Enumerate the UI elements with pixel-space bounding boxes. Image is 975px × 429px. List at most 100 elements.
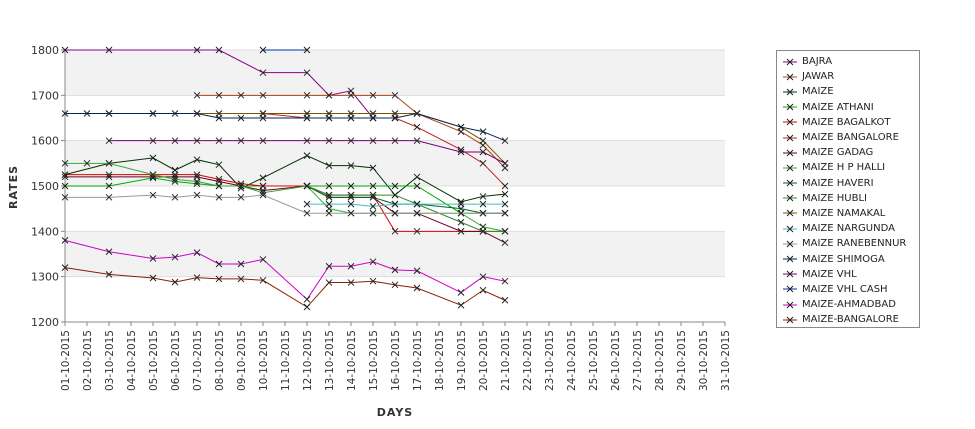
- legend-label: MAIZE HUBLI: [802, 192, 867, 204]
- data-point-marker: [325, 209, 333, 217]
- data-point-marker: [105, 137, 113, 145]
- x-tick-label: 21-10-2015: [500, 330, 512, 391]
- data-point-marker: [325, 182, 333, 190]
- data-point-marker: [479, 200, 487, 208]
- data-point-marker: [347, 191, 355, 199]
- legend-marker-icon: [781, 315, 801, 325]
- data-point-marker: [61, 182, 69, 190]
- x-tick-label: 27-10-2015: [632, 330, 644, 391]
- data-point-marker: [105, 110, 113, 117]
- data-point-marker: [325, 191, 333, 199]
- data-point-marker: [347, 262, 355, 270]
- data-point-marker: [413, 173, 421, 181]
- data-point-marker: [171, 253, 179, 261]
- data-point-marker: [237, 114, 245, 122]
- data-point-marker: [193, 191, 201, 199]
- data-point-marker: [479, 273, 487, 281]
- data-point-marker: [149, 110, 157, 117]
- x-tick-label: 04-10-2015: [126, 330, 138, 391]
- data-point-marker: [171, 278, 179, 286]
- data-point-marker: [303, 114, 311, 122]
- data-point-marker: [259, 114, 267, 122]
- series-17: [61, 264, 509, 311]
- legend-item: MAIZE-AHMADBAD: [781, 297, 919, 312]
- x-tick-label: 06-10-2015: [170, 330, 182, 391]
- series-lines: [61, 46, 509, 311]
- data-point-marker: [369, 91, 377, 99]
- data-point-marker: [391, 114, 399, 122]
- data-point-marker: [369, 182, 377, 190]
- data-point-marker: [479, 227, 487, 235]
- data-point-marker: [347, 91, 355, 99]
- legend-label: MAIZE BANGALORE: [802, 132, 899, 144]
- data-point-marker: [149, 154, 157, 162]
- legend-item: MAIZE HAVERI: [781, 176, 919, 191]
- legend-marker-icon: [781, 193, 801, 203]
- series-line: [65, 49, 395, 119]
- data-point-marker: [369, 209, 377, 217]
- y-tick-label: 1600: [31, 135, 59, 148]
- data-point-marker: [369, 203, 377, 210]
- data-point-marker: [501, 200, 509, 208]
- data-point-marker: [391, 200, 399, 208]
- data-point-marker: [325, 114, 333, 122]
- data-point-marker: [259, 137, 267, 145]
- legend-label: MAIZE ATHANI: [802, 101, 874, 113]
- data-point-marker: [347, 279, 355, 286]
- data-point-marker: [149, 137, 157, 145]
- data-point-marker: [149, 171, 157, 179]
- data-point-marker: [501, 190, 509, 198]
- legend-marker-icon: [781, 148, 801, 158]
- series-line: [65, 112, 506, 142]
- x-tick-label: 01-10-2015: [60, 330, 72, 391]
- data-point-marker: [479, 148, 487, 156]
- data-point-marker: [501, 182, 509, 190]
- data-point-marker: [479, 286, 487, 294]
- data-point-marker: [83, 110, 91, 117]
- data-point-marker: [259, 69, 267, 77]
- legend-item: BAJRA: [781, 54, 919, 69]
- data-point-marker: [193, 46, 201, 54]
- x-tick-label: 07-10-2015: [192, 330, 204, 391]
- legend-label: MAIZE: [802, 86, 834, 98]
- data-point-marker: [237, 260, 245, 268]
- data-point-marker: [259, 276, 267, 284]
- legend-label: BAJRA: [802, 56, 833, 68]
- data-point-marker: [347, 137, 355, 145]
- y-axis-title: RATES: [7, 165, 20, 209]
- data-point-marker: [501, 296, 509, 304]
- data-point-marker: [193, 156, 201, 164]
- data-point-marker: [413, 182, 421, 190]
- data-point-marker: [193, 110, 201, 117]
- data-point-marker: [215, 182, 223, 190]
- x-tick-label: 05-10-2015: [148, 330, 160, 391]
- data-point-marker: [149, 255, 157, 262]
- data-point-marker: [501, 277, 509, 285]
- y-tick-label: 1700: [31, 89, 59, 102]
- legend-item: MAIZE ATHANI: [781, 100, 919, 115]
- data-point-marker: [457, 227, 465, 235]
- data-point-marker: [391, 182, 399, 190]
- data-point-marker: [303, 91, 311, 99]
- x-tick-label: 16-10-2015: [390, 330, 402, 391]
- legend-label: MAIZE RANEBENNUR: [802, 238, 907, 250]
- data-point-marker: [325, 137, 333, 145]
- legend-marker-icon: [781, 284, 801, 294]
- data-point-marker: [215, 275, 223, 283]
- plot-band: [65, 50, 725, 96]
- x-tick-label: 03-10-2015: [104, 330, 116, 391]
- data-point-marker: [413, 267, 421, 275]
- data-point-marker: [237, 91, 245, 99]
- data-point-marker: [303, 152, 311, 159]
- x-tick-label: 02-10-2015: [82, 330, 94, 391]
- data-point-marker: [303, 137, 311, 145]
- data-point-marker: [105, 182, 113, 190]
- data-point-marker: [149, 274, 157, 282]
- data-point-marker: [391, 266, 399, 274]
- data-point-marker: [413, 200, 421, 208]
- x-tick-label: 20-10-2015: [478, 330, 490, 391]
- data-point-marker: [347, 114, 355, 122]
- legend-marker-icon: [781, 102, 801, 112]
- data-point-marker: [303, 69, 311, 77]
- legend-marker-icon: [781, 254, 801, 264]
